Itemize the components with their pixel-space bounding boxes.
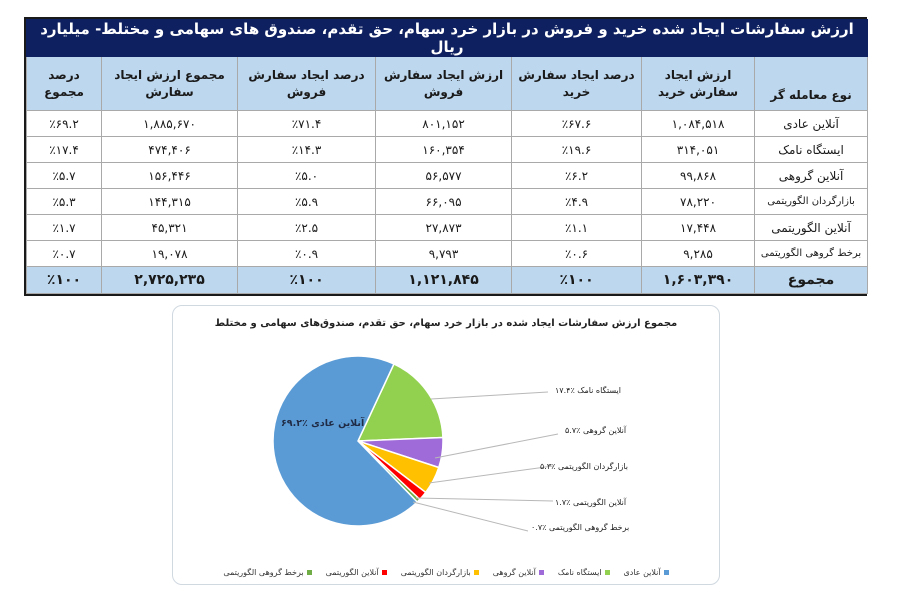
order-value-table: ارزش سفارشات ایجاد شده خرید و فروش در با… xyxy=(24,17,869,296)
header-sell-pct: درصد ایجاد سفارش فروش xyxy=(237,56,377,111)
cell-total-value: ۱۵۶,۴۴۶ xyxy=(101,162,239,189)
legend-swatch-icon xyxy=(473,570,479,575)
cell-buy-value: ۹,۲۸۵ xyxy=(641,240,756,267)
cell-sell-pct: ٪۵.۰ xyxy=(237,162,377,189)
cell-total-pct: ٪۵.۷ xyxy=(25,162,103,189)
leader-lines xyxy=(412,391,559,532)
cell-buy-pct-total: ٪۱۰۰ xyxy=(511,266,643,294)
table-total-row: مجموع ۱,۶۰۳,۳۹۰ ٪۱۰۰ ۱,۱۲۱,۸۴۵ ٪۱۰۰ ۲,۷۲… xyxy=(25,266,869,294)
cell-sell-pct: ٪۷۱.۴ xyxy=(237,110,377,137)
cell-buy-value: ۷۸,۲۲۰ xyxy=(641,188,756,215)
table-row: آنلاین عادی ۱,۰۸۴,۵۱۸ ٪۶۷.۶ ۸۰۱,۱۵۲ ٪۷۱.… xyxy=(25,110,869,137)
pie-slice xyxy=(272,355,419,527)
pie-slices xyxy=(272,355,444,527)
cell-total-value: ۴۷۴,۴۰۶ xyxy=(101,136,239,163)
cell-total-value-total: ۲,۷۲۵,۲۳۵ xyxy=(101,266,239,294)
cell-buy-pct: ٪۰.۶ xyxy=(511,240,643,267)
slice-label-online-group: آنلاین گروهی ٪۵.۷ xyxy=(565,426,627,435)
cell-total-pct-total: ٪۱۰۰ xyxy=(25,266,103,294)
cell-trader-type: آنلاین عادی xyxy=(754,110,869,137)
cell-total-value: ۱۹,۰۷۸ xyxy=(101,240,239,267)
cell-total-pct: ٪۶۹.۲ xyxy=(25,110,103,137)
legend-swatch-icon xyxy=(604,570,610,575)
cell-total-pct: ٪۱۷.۴ xyxy=(25,136,103,163)
legend-swatch-icon xyxy=(381,570,387,575)
slice-label-algo-market-maker: بازارگردان الگوریتمی ٪۵.۳ xyxy=(540,462,629,471)
cell-sell-value: ۱۶۰,۳۵۴ xyxy=(375,136,513,163)
cell-sell-value: ۶۶,۰۹۵ xyxy=(375,188,513,215)
slice-label-online-group-algo: برخط گروهی الگوریتمی ٪۰.۷ xyxy=(531,523,630,532)
legend-item: برخط گروهی الگوریتمی xyxy=(223,568,312,577)
cell-total-pct: ٪۱.۷ xyxy=(25,214,103,241)
table-row: آنلاین گروهی ۹۹,۸۶۸ ٪۶.۲ ۵۶,۵۷۷ ٪۵.۰ ۱۵۶… xyxy=(25,162,869,189)
legend-item: بازارگردان الگوریتمی xyxy=(401,568,479,577)
slice-label-online-algo: آنلاین الگوریتمی ٪۱.۷ xyxy=(555,498,627,507)
cell-sell-value-total: ۱,۱۲۱,۸۴۵ xyxy=(375,266,513,294)
cell-sell-pct: ٪۲.۵ xyxy=(237,214,377,241)
cell-trader-type: آنلاین گروهی xyxy=(754,162,869,189)
cell-trader-type: بازارگردان الگوریتمی xyxy=(754,188,869,215)
cell-sell-value: ۹,۷۹۳ xyxy=(375,240,513,267)
cell-sell-value: ۲۷,۸۷۳ xyxy=(375,214,513,241)
cell-trader-type: آنلاین الگوریتمی xyxy=(754,214,869,241)
chart-legend: آنلاین عادی ایستگاه نامک آنلاین گروهی با… xyxy=(173,568,719,577)
cell-buy-pct: ٪۱۹.۶ xyxy=(511,136,643,163)
header-total-pct: درصد مجموع xyxy=(25,56,103,111)
chart-title: مجموع ارزش سفارشات ایجاد شده در بازار خر… xyxy=(214,318,678,329)
cell-buy-pct: ٪۶.۲ xyxy=(511,162,643,189)
cell-total-pct: ٪۵.۳ xyxy=(25,188,103,215)
cell-trader-type: ایستگاه نامک xyxy=(754,136,869,163)
cell-sell-pct-total: ٪۱۰۰ xyxy=(237,266,377,294)
table-row: بازارگردان الگوریتمی ۷۸,۲۲۰ ٪۴.۹ ۶۶,۰۹۵ … xyxy=(25,188,869,215)
legend-item: آنلاین گروهی xyxy=(493,568,544,577)
header-trader-type: نوع معامله گر xyxy=(754,56,869,111)
slice-label-online-regular: آنلاین عادی ٪۶۹.۲ xyxy=(281,418,365,429)
header-buy-pct: درصد ایجاد سفارش خرید xyxy=(511,56,643,111)
cell-buy-value: ۹۹,۸۶۸ xyxy=(641,162,756,189)
cell-buy-pct: ٪۶۷.۶ xyxy=(511,110,643,137)
cell-total-value: ۱,۸۸۵,۶۷۰ xyxy=(101,110,239,137)
cell-sell-pct: ٪۱۴.۳ xyxy=(237,136,377,163)
cell-sell-value: ۵۶,۵۷۷ xyxy=(375,162,513,189)
table-row: آنلاین الگوریتمی ۱۷,۴۴۸ ٪۱.۱ ۲۷,۸۷۳ ٪۲.۵… xyxy=(25,214,869,241)
legend-swatch-icon xyxy=(306,570,312,575)
legend-item: آنلاین الگوریتمی xyxy=(326,568,387,577)
header-total-value: مجموع ارزش ایجاد سفارش xyxy=(101,56,239,111)
legend-item: آنلاین عادی xyxy=(624,568,669,577)
cell-buy-pct: ٪۴.۹ xyxy=(511,188,643,215)
cell-buy-value: ۱۷,۴۴۸ xyxy=(641,214,756,241)
cell-buy-value: ۳۱۴,۰۵۱ xyxy=(641,136,756,163)
slice-label-namak-station: ایستگاه نامک ٪۱۷.۴ xyxy=(555,386,621,395)
cell-buy-value-total: ۱,۶۰۳,۳۹۰ xyxy=(641,266,756,294)
cell-buy-pct: ٪۱.۱ xyxy=(511,214,643,241)
legend-swatch-icon xyxy=(663,570,669,575)
legend-swatch-icon xyxy=(538,570,544,575)
cell-sell-pct: ٪۰.۹ xyxy=(237,240,377,267)
table-header-row: نوع معامله گر ارزش ایجاد سفارش خرید درصد … xyxy=(25,56,869,111)
cell-buy-value: ۱,۰۸۴,۵۱۸ xyxy=(641,110,756,137)
cell-total-value: ۱۴۴,۳۱۵ xyxy=(101,188,239,215)
legend-item: ایستگاه نامک xyxy=(558,568,610,577)
cell-sell-pct: ٪۵.۹ xyxy=(237,188,377,215)
cell-total-value: ۴۵,۳۲۱ xyxy=(101,214,239,241)
table-row: برخط گروهی الگوریتمی ۹,۲۸۵ ٪۰.۶ ۹,۷۹۳ ٪۰… xyxy=(25,240,869,267)
header-buy-value: ارزش ایجاد سفارش خرید xyxy=(641,56,756,111)
cell-sell-value: ۸۰۱,۱۵۲ xyxy=(375,110,513,137)
cell-total-label: مجموع xyxy=(754,266,869,294)
header-sell-value: ارزش ایجاد سفارش فروش xyxy=(375,56,513,111)
pie-chart xyxy=(272,355,559,532)
table-title: ارزش سفارشات ایجاد شده خرید و فروش در با… xyxy=(25,19,869,57)
table-row: ایستگاه نامک ۳۱۴,۰۵۱ ٪۱۹.۶ ۱۶۰,۳۵۴ ٪۱۴.۳… xyxy=(25,136,869,163)
pie-chart-panel: مجموع ارزش سفارشات ایجاد شده در بازار خر… xyxy=(172,305,720,585)
cell-total-pct: ٪۰.۷ xyxy=(25,240,103,267)
pie-slice xyxy=(356,362,444,442)
cell-trader-type: برخط گروهی الگوریتمی xyxy=(754,240,869,267)
